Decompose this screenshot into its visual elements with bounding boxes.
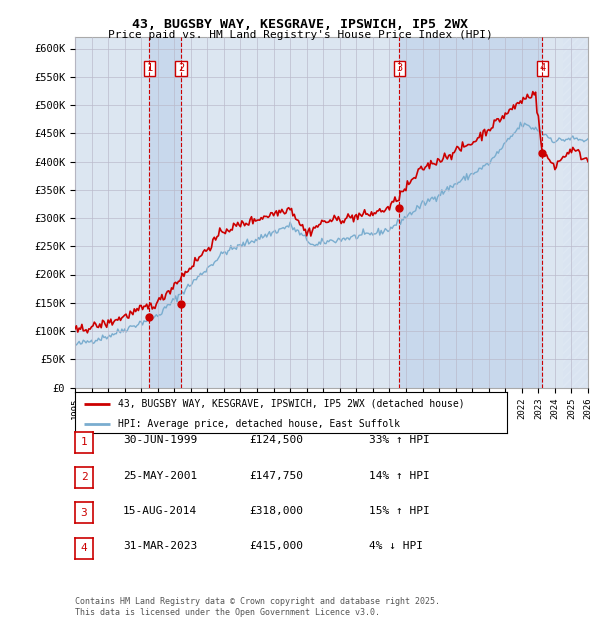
Text: 1: 1 <box>80 437 88 447</box>
Text: 43, BUGSBY WAY, KESGRAVE, IPSWICH, IP5 2WX: 43, BUGSBY WAY, KESGRAVE, IPSWICH, IP5 2… <box>132 18 468 31</box>
Text: 4: 4 <box>539 63 545 73</box>
Text: 31-MAR-2023: 31-MAR-2023 <box>123 541 197 551</box>
Text: 4% ↓ HPI: 4% ↓ HPI <box>369 541 423 551</box>
Text: Contains HM Land Registry data © Crown copyright and database right 2025.
This d: Contains HM Land Registry data © Crown c… <box>75 598 440 617</box>
Text: Price paid vs. HM Land Registry's House Price Index (HPI): Price paid vs. HM Land Registry's House … <box>107 30 493 40</box>
Text: £415,000: £415,000 <box>249 541 303 551</box>
Text: 1: 1 <box>146 63 152 73</box>
Text: 4: 4 <box>80 543 88 553</box>
Text: 15-AUG-2014: 15-AUG-2014 <box>123 506 197 516</box>
Text: 2: 2 <box>178 63 184 73</box>
Text: 43, BUGSBY WAY, KESGRAVE, IPSWICH, IP5 2WX (detached house): 43, BUGSBY WAY, KESGRAVE, IPSWICH, IP5 2… <box>118 399 465 409</box>
Text: 30-JUN-1999: 30-JUN-1999 <box>123 435 197 445</box>
Bar <box>563 37 588 387</box>
Text: 14% ↑ HPI: 14% ↑ HPI <box>369 471 430 480</box>
Text: HPI: Average price, detached house, East Suffolk: HPI: Average price, detached house, East… <box>118 419 400 429</box>
Bar <box>400 37 542 387</box>
Bar <box>563 37 588 387</box>
Text: £318,000: £318,000 <box>249 506 303 516</box>
Bar <box>149 37 181 387</box>
Text: 3: 3 <box>396 63 403 73</box>
Text: £147,750: £147,750 <box>249 471 303 480</box>
Text: 15% ↑ HPI: 15% ↑ HPI <box>369 506 430 516</box>
Text: 33% ↑ HPI: 33% ↑ HPI <box>369 435 430 445</box>
Text: 2: 2 <box>80 472 88 482</box>
Text: 25-MAY-2001: 25-MAY-2001 <box>123 471 197 480</box>
Text: 3: 3 <box>80 508 88 518</box>
Text: £124,500: £124,500 <box>249 435 303 445</box>
